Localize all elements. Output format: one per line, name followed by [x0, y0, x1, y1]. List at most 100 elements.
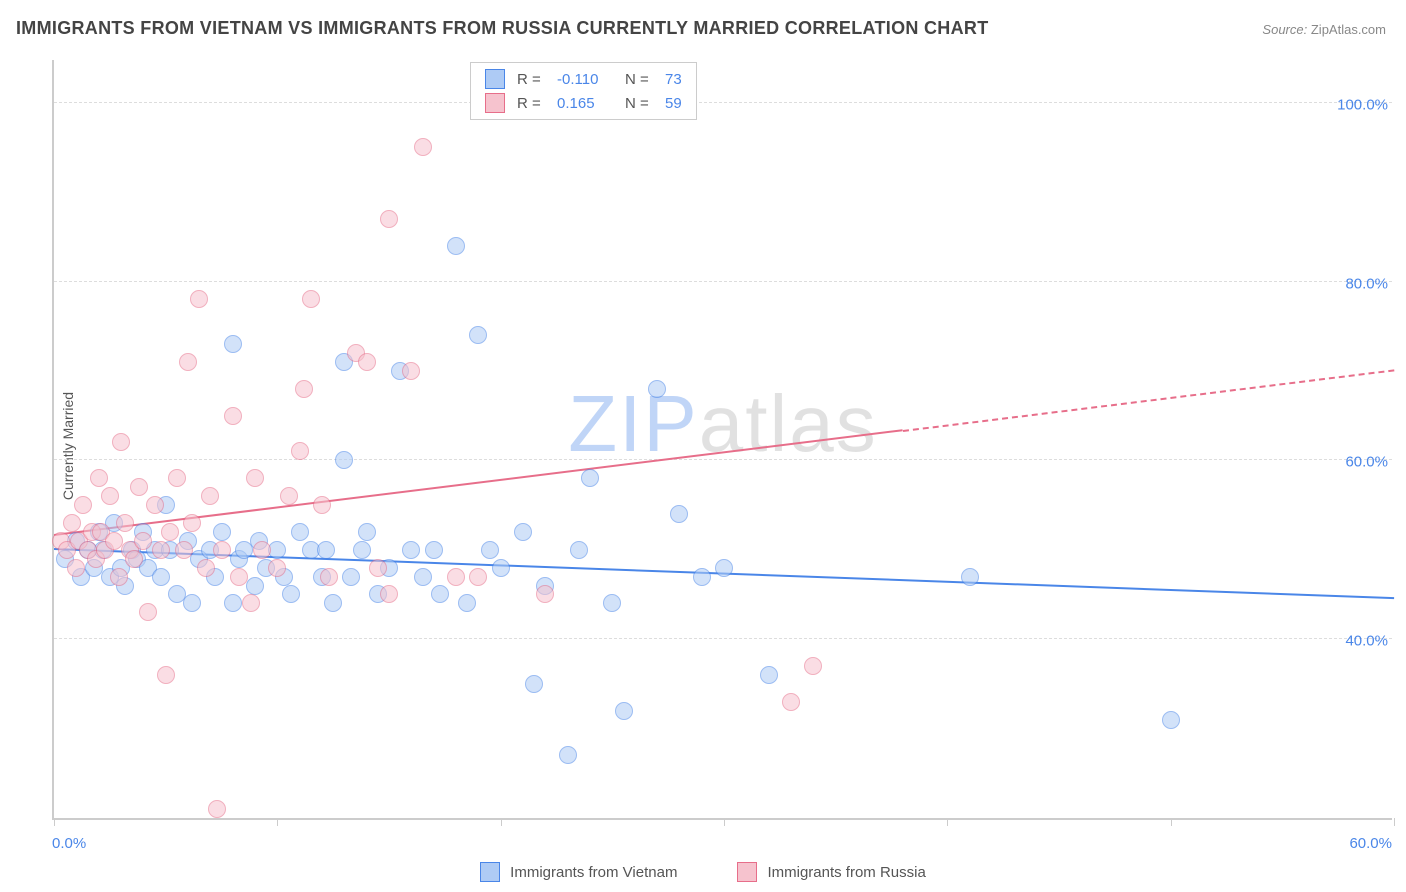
data-point — [581, 469, 599, 487]
data-point — [782, 693, 800, 711]
data-point — [183, 514, 201, 532]
r-label: R = — [517, 95, 545, 112]
y-tick-label: 60.0% — [1345, 454, 1388, 471]
legend-swatch — [737, 862, 757, 882]
source-value: ZipAtlas.com — [1311, 22, 1386, 37]
data-point — [353, 541, 371, 559]
gridline — [54, 638, 1392, 639]
data-point — [615, 702, 633, 720]
data-point — [224, 594, 242, 612]
data-point — [224, 335, 242, 353]
y-tick-label: 100.0% — [1337, 96, 1388, 113]
data-point — [291, 442, 309, 460]
data-point — [414, 568, 432, 586]
data-point — [116, 514, 134, 532]
legend-item: Immigrants from Russia — [737, 862, 925, 882]
data-point — [760, 666, 778, 684]
data-point — [458, 594, 476, 612]
data-point — [246, 577, 264, 595]
data-point — [324, 594, 342, 612]
x-tick — [1394, 818, 1395, 826]
data-point — [67, 559, 85, 577]
legend-swatch — [485, 69, 505, 89]
data-point — [246, 469, 264, 487]
data-point — [112, 433, 130, 451]
data-point — [961, 568, 979, 586]
data-point — [168, 469, 186, 487]
data-point — [320, 568, 338, 586]
watermark-brand-rest: atlas — [699, 379, 878, 468]
data-point — [146, 496, 164, 514]
data-point — [282, 585, 300, 603]
data-point — [152, 568, 170, 586]
x-tick — [947, 818, 948, 826]
data-point — [414, 138, 432, 156]
data-point — [693, 568, 711, 586]
data-point — [125, 550, 143, 568]
data-point — [431, 585, 449, 603]
data-point — [335, 451, 353, 469]
gridline — [54, 102, 1392, 103]
legend-item: Immigrants from Vietnam — [480, 862, 677, 882]
data-point — [469, 326, 487, 344]
data-point — [313, 496, 331, 514]
data-point — [369, 559, 387, 577]
source-label: Source: — [1262, 22, 1307, 37]
legend-label: Immigrants from Russia — [767, 864, 925, 881]
data-point — [302, 290, 320, 308]
legend-swatch — [485, 93, 505, 113]
data-point — [268, 541, 286, 559]
data-point — [161, 523, 179, 541]
data-point — [201, 487, 219, 505]
data-point — [157, 666, 175, 684]
data-point — [152, 541, 170, 559]
stats-legend-row: R =-0.110N =73 — [471, 67, 696, 91]
n-label: N = — [625, 71, 653, 88]
data-point — [402, 362, 420, 380]
data-point — [358, 353, 376, 371]
data-point — [101, 487, 119, 505]
data-point — [139, 603, 157, 621]
x-tick — [1171, 818, 1172, 826]
data-point — [134, 532, 152, 550]
data-point — [342, 568, 360, 586]
data-point — [469, 568, 487, 586]
x-tick — [501, 818, 502, 826]
legend-label: Immigrants from Vietnam — [510, 864, 677, 881]
n-value: 73 — [665, 71, 682, 88]
stats-legend: R =-0.110N =73R =0.165N =59 — [470, 62, 697, 120]
r-value: -0.110 — [557, 71, 613, 88]
data-point — [224, 407, 242, 425]
data-point — [380, 210, 398, 228]
data-point — [1162, 711, 1180, 729]
data-point — [570, 541, 588, 559]
data-point — [63, 514, 81, 532]
data-point — [268, 559, 286, 577]
gridline — [54, 281, 1392, 282]
data-point — [213, 523, 231, 541]
data-point — [295, 380, 313, 398]
x-tick-label: 0.0% — [52, 835, 86, 852]
x-tick — [277, 818, 278, 826]
scatter-plot-area: ZIPatlas — [52, 60, 1392, 820]
data-point — [213, 541, 231, 559]
data-point — [603, 594, 621, 612]
data-point — [253, 541, 271, 559]
data-point — [670, 505, 688, 523]
data-point — [559, 746, 577, 764]
stats-legend-row: R =0.165N =59 — [471, 91, 696, 115]
data-point — [648, 380, 666, 398]
data-point — [130, 478, 148, 496]
data-point — [481, 541, 499, 559]
data-point — [447, 237, 465, 255]
data-point — [291, 523, 309, 541]
data-point — [242, 594, 260, 612]
r-value: 0.165 — [557, 95, 613, 112]
data-point — [179, 353, 197, 371]
data-point — [804, 657, 822, 675]
data-point — [447, 568, 465, 586]
data-point — [90, 469, 108, 487]
watermark-brand-z: ZIP — [568, 379, 698, 468]
x-tick — [54, 818, 55, 826]
data-point — [380, 585, 398, 603]
